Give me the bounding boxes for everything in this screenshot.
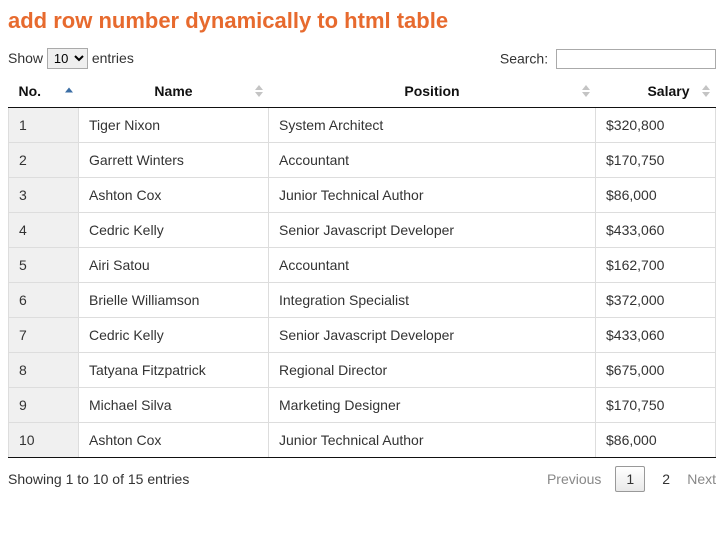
- previous-button[interactable]: Previous: [547, 471, 601, 487]
- cell-name: Ashton Cox: [79, 423, 269, 458]
- cell-salary: $675,000: [596, 353, 716, 388]
- cell-name: Cedric Kelly: [79, 213, 269, 248]
- search-input[interactable]: [556, 49, 716, 69]
- cell-salary: $170,750: [596, 388, 716, 423]
- table-header-row: No. Name Position Salary: [9, 75, 716, 108]
- table-row: 2Garrett WintersAccountant$170,750: [9, 143, 716, 178]
- show-label: Show: [8, 50, 43, 66]
- length-control: Show 10 entries: [8, 48, 134, 69]
- cell-name: Cedric Kelly: [79, 318, 269, 353]
- data-table: No. Name Position Salary: [8, 75, 716, 458]
- column-header-position[interactable]: Position: [269, 75, 596, 108]
- page-title: add row number dynamically to html table: [8, 8, 716, 34]
- search-control: Search:: [500, 49, 716, 69]
- table-row: 1Tiger NixonSystem Architect$320,800: [9, 108, 716, 143]
- table-row: 10Ashton CoxJunior Technical Author$86,0…: [9, 423, 716, 458]
- column-header-no[interactable]: No.: [9, 75, 79, 108]
- table-footer: Showing 1 to 10 of 15 entries Previous 1…: [8, 466, 716, 492]
- cell-position: Junior Technical Author: [269, 423, 596, 458]
- cell-position: Senior Javascript Developer: [269, 318, 596, 353]
- table-info: Showing 1 to 10 of 15 entries: [8, 471, 189, 487]
- table-row: 5Airi SatouAccountant$162,700: [9, 248, 716, 283]
- cell-no: 8: [9, 353, 79, 388]
- cell-salary: $433,060: [596, 318, 716, 353]
- table-row: 4Cedric KellySenior Javascript Developer…: [9, 213, 716, 248]
- sort-icon: [255, 85, 263, 97]
- column-header-name[interactable]: Name: [79, 75, 269, 108]
- cell-salary: $372,000: [596, 283, 716, 318]
- cell-no: 2: [9, 143, 79, 178]
- cell-no: 3: [9, 178, 79, 213]
- table-controls: Show 10 entries Search:: [8, 48, 716, 69]
- table-row: 8Tatyana FitzpatrickRegional Director$67…: [9, 353, 716, 388]
- pagination: Previous 12 Next: [547, 466, 716, 492]
- column-label: Name: [154, 83, 192, 99]
- cell-no: 7: [9, 318, 79, 353]
- search-label: Search:: [500, 50, 548, 66]
- column-label: Salary: [647, 83, 689, 99]
- cell-salary: $433,060: [596, 213, 716, 248]
- cell-no: 5: [9, 248, 79, 283]
- cell-name: Airi Satou: [79, 248, 269, 283]
- cell-name: Tiger Nixon: [79, 108, 269, 143]
- entries-label: entries: [92, 50, 134, 66]
- page-number[interactable]: 2: [659, 471, 673, 487]
- table-row: 7Cedric KellySenior Javascript Developer…: [9, 318, 716, 353]
- column-label: No.: [19, 83, 42, 99]
- table-row: 9Michael SilvaMarketing Designer$170,750: [9, 388, 716, 423]
- cell-salary: $86,000: [596, 423, 716, 458]
- cell-position: Junior Technical Author: [269, 178, 596, 213]
- cell-position: System Architect: [269, 108, 596, 143]
- table-row: 3Ashton CoxJunior Technical Author$86,00…: [9, 178, 716, 213]
- table-body: 1Tiger NixonSystem Architect$320,8002Gar…: [9, 108, 716, 458]
- cell-position: Marketing Designer: [269, 388, 596, 423]
- cell-no: 1: [9, 108, 79, 143]
- cell-salary: $170,750: [596, 143, 716, 178]
- cell-position: Accountant: [269, 248, 596, 283]
- cell-salary: $162,700: [596, 248, 716, 283]
- cell-position: Regional Director: [269, 353, 596, 388]
- cell-position: Integration Specialist: [269, 283, 596, 318]
- column-header-salary[interactable]: Salary: [596, 75, 716, 108]
- sort-icon: [582, 85, 590, 97]
- sort-icon: [702, 85, 710, 97]
- column-label: Position: [404, 83, 459, 99]
- cell-position: Senior Javascript Developer: [269, 213, 596, 248]
- entries-select[interactable]: 10: [47, 48, 88, 69]
- next-button[interactable]: Next: [687, 471, 716, 487]
- cell-no: 4: [9, 213, 79, 248]
- sort-icon: [65, 88, 73, 95]
- cell-salary: $320,800: [596, 108, 716, 143]
- cell-no: 9: [9, 388, 79, 423]
- cell-name: Garrett Winters: [79, 143, 269, 178]
- table-row: 6Brielle WilliamsonIntegration Specialis…: [9, 283, 716, 318]
- cell-name: Michael Silva: [79, 388, 269, 423]
- cell-name: Brielle Williamson: [79, 283, 269, 318]
- cell-salary: $86,000: [596, 178, 716, 213]
- page-number[interactable]: 1: [615, 466, 645, 492]
- cell-name: Tatyana Fitzpatrick: [79, 353, 269, 388]
- cell-no: 10: [9, 423, 79, 458]
- cell-name: Ashton Cox: [79, 178, 269, 213]
- cell-position: Accountant: [269, 143, 596, 178]
- cell-no: 6: [9, 283, 79, 318]
